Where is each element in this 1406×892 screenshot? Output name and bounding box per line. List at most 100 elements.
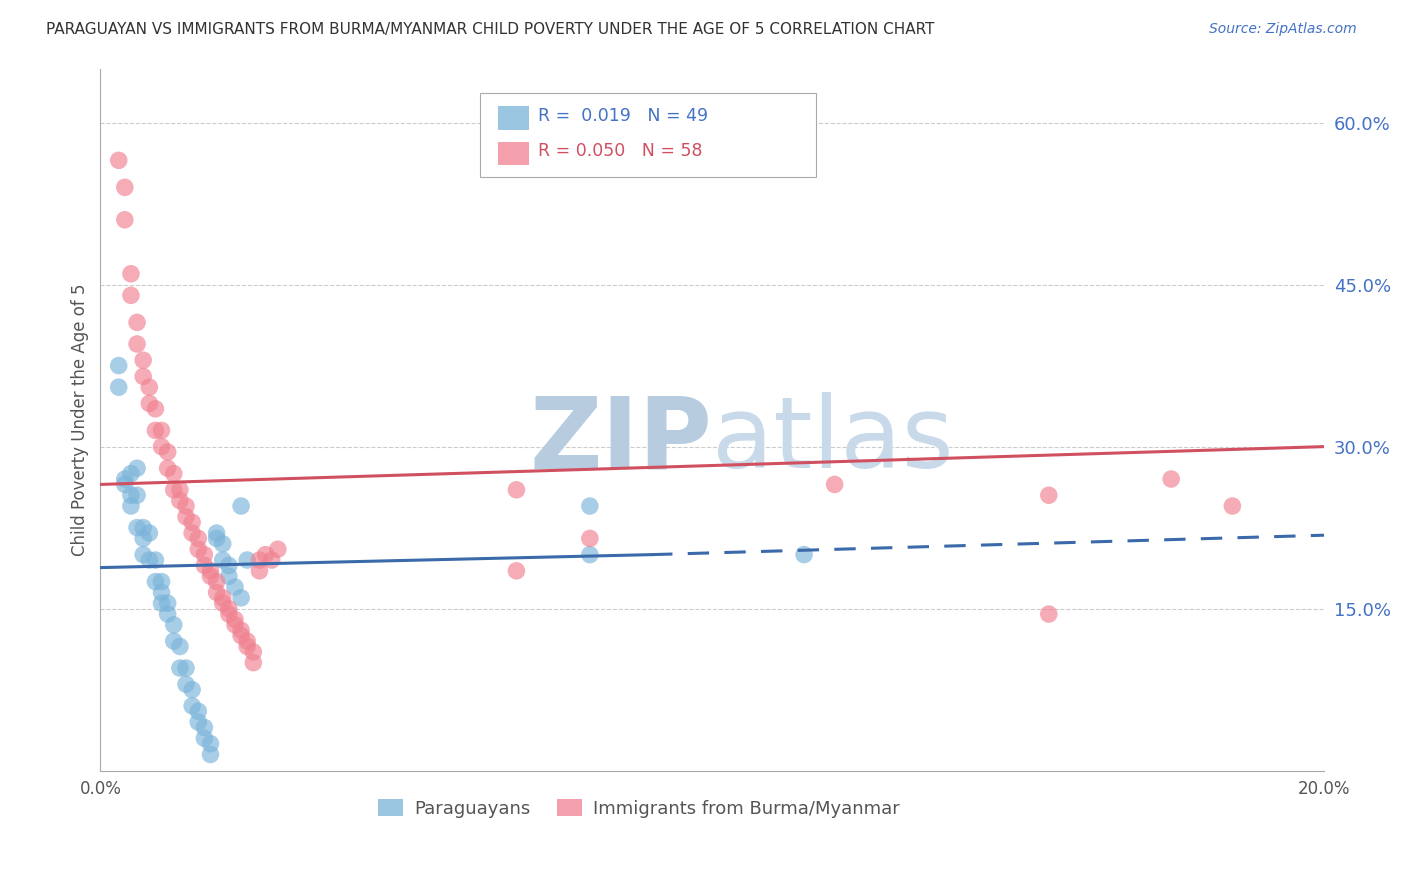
Point [236, 553, 259, 567]
Point [125, 337, 148, 351]
FancyBboxPatch shape [498, 106, 529, 130]
Point [1038, 488, 1060, 502]
FancyBboxPatch shape [479, 93, 817, 178]
Point [169, 640, 191, 654]
Point [193, 558, 215, 573]
Point [211, 537, 233, 551]
Point [260, 553, 283, 567]
Point [107, 359, 129, 373]
Point [125, 488, 148, 502]
Point [200, 747, 222, 762]
Point [114, 472, 136, 486]
Point [229, 629, 252, 643]
Point [505, 483, 527, 497]
Point [174, 499, 197, 513]
Text: Source: ZipAtlas.com: Source: ZipAtlas.com [1209, 22, 1357, 37]
Point [174, 661, 197, 675]
Text: R =  0.019   N = 49: R = 0.019 N = 49 [538, 107, 709, 125]
Point [187, 542, 209, 557]
Point [120, 488, 142, 502]
Point [125, 521, 148, 535]
Point [242, 645, 264, 659]
Point [138, 553, 160, 567]
Point [229, 624, 252, 638]
Point [163, 634, 186, 648]
Point [200, 564, 222, 578]
Point [114, 212, 136, 227]
Y-axis label: Child Poverty Under the Age of 5: Child Poverty Under the Age of 5 [72, 284, 89, 556]
Point [579, 532, 602, 546]
Point [156, 461, 179, 475]
Point [145, 574, 167, 589]
Point [114, 180, 136, 194]
Point [150, 574, 173, 589]
Point [150, 596, 173, 610]
Point [145, 553, 167, 567]
Point [125, 315, 148, 329]
Point [138, 526, 160, 541]
Point [249, 553, 271, 567]
Point [505, 564, 527, 578]
Point [205, 526, 228, 541]
Point [236, 634, 259, 648]
Point [156, 445, 179, 459]
Point [218, 601, 240, 615]
Point [193, 731, 215, 746]
Point [169, 493, 191, 508]
Point [174, 677, 197, 691]
Point [254, 548, 277, 562]
Point [174, 509, 197, 524]
Point [211, 553, 233, 567]
Point [579, 548, 602, 562]
Point [163, 483, 186, 497]
Point [793, 548, 815, 562]
Point [132, 353, 155, 368]
Point [107, 380, 129, 394]
Point [138, 380, 160, 394]
Text: R = 0.050   N = 58: R = 0.050 N = 58 [538, 143, 703, 161]
FancyBboxPatch shape [498, 142, 529, 165]
Point [163, 467, 186, 481]
Point [132, 521, 155, 535]
Point [169, 483, 191, 497]
Point [125, 461, 148, 475]
Point [193, 721, 215, 735]
Point [120, 499, 142, 513]
Point [229, 591, 252, 605]
Point [205, 574, 228, 589]
Point [205, 532, 228, 546]
Point [1038, 607, 1060, 621]
Point [200, 737, 222, 751]
Text: PARAGUAYAN VS IMMIGRANTS FROM BURMA/MYANMAR CHILD POVERTY UNDER THE AGE OF 5 COR: PARAGUAYAN VS IMMIGRANTS FROM BURMA/MYAN… [46, 22, 935, 37]
Point [579, 499, 602, 513]
Point [211, 591, 233, 605]
Point [187, 704, 209, 718]
Point [249, 564, 271, 578]
Point [1160, 472, 1182, 486]
Text: atlas: atlas [713, 392, 953, 489]
Point [224, 580, 246, 594]
Point [120, 288, 142, 302]
Legend: Paraguayans, Immigrants from Burma/Myanmar: Paraguayans, Immigrants from Burma/Myanm… [370, 791, 907, 825]
Point [132, 548, 155, 562]
Point [138, 396, 160, 410]
Point [145, 401, 167, 416]
Point [205, 585, 228, 599]
Point [150, 440, 173, 454]
Point [200, 569, 222, 583]
Point [193, 548, 215, 562]
Point [181, 698, 204, 713]
Point [187, 715, 209, 730]
Point [181, 526, 204, 541]
Point [150, 424, 173, 438]
Point [211, 596, 233, 610]
Point [163, 618, 186, 632]
Point [218, 558, 240, 573]
Text: ZIP: ZIP [530, 392, 713, 489]
Point [114, 477, 136, 491]
Point [218, 569, 240, 583]
Point [1222, 499, 1244, 513]
Point [156, 607, 179, 621]
Point [236, 640, 259, 654]
Point [132, 532, 155, 546]
